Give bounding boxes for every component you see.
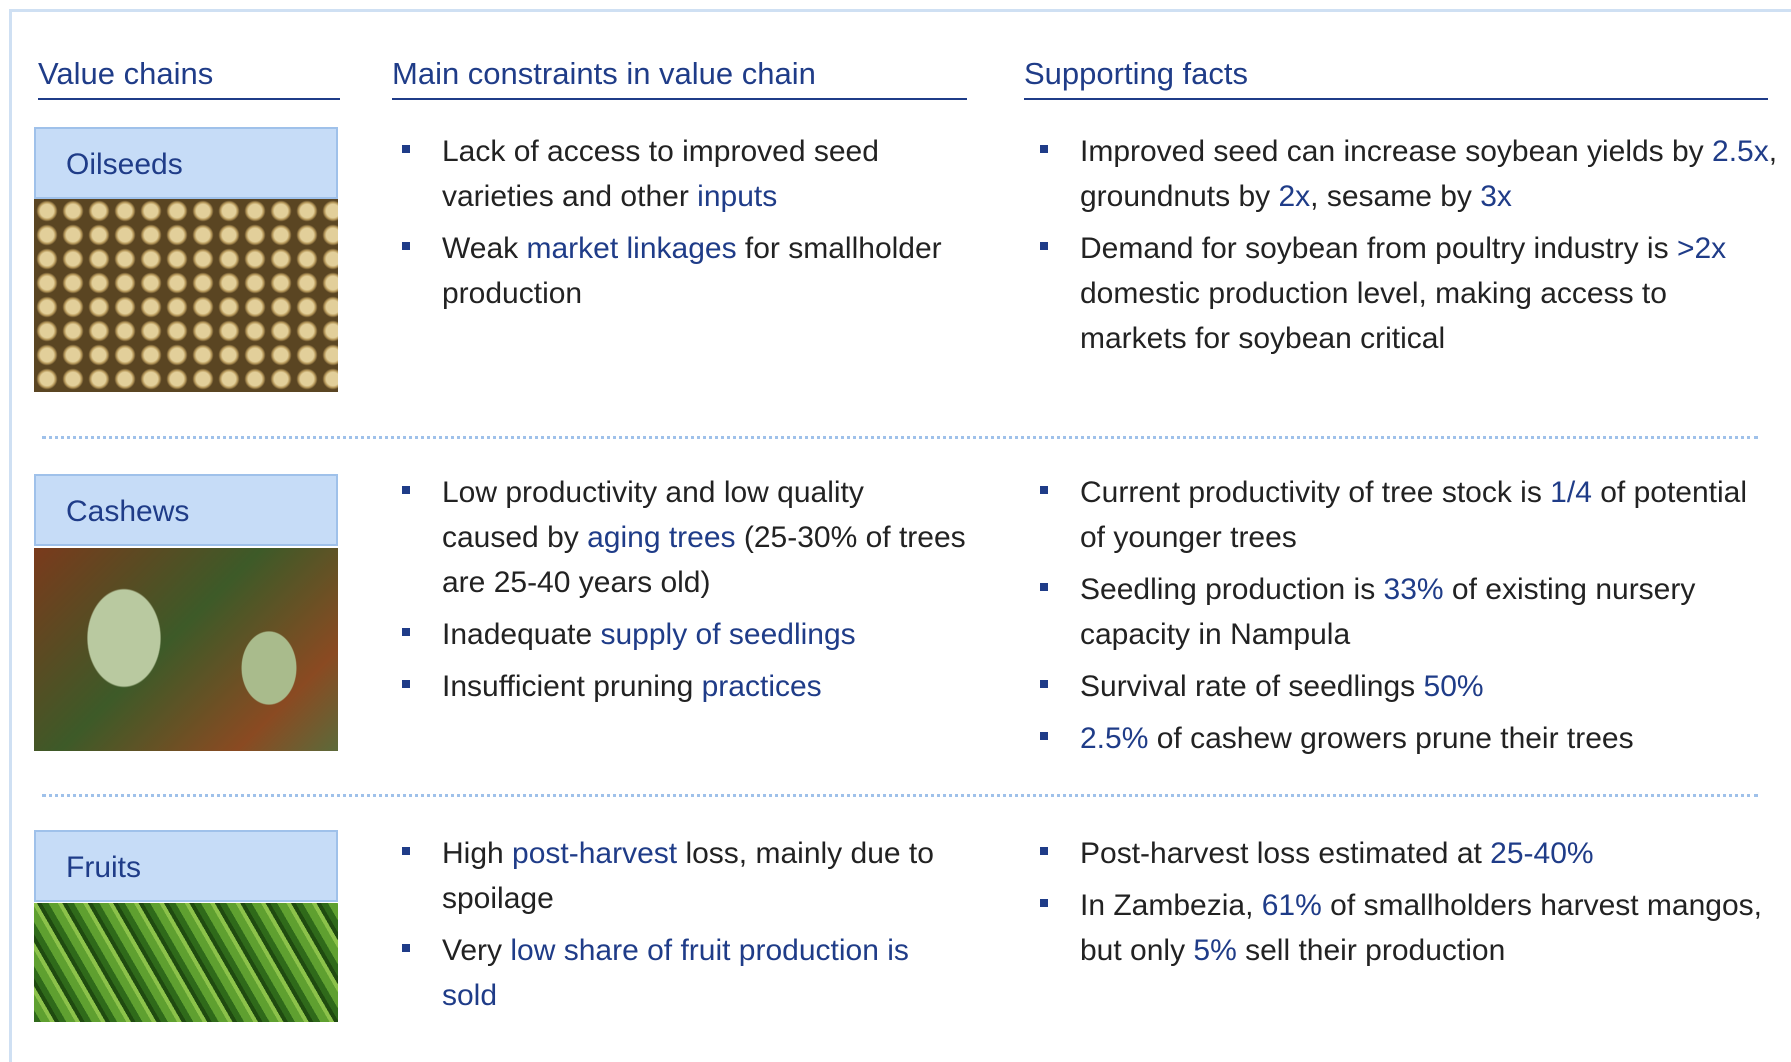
text-run: Insufficient pruning bbox=[442, 670, 702, 703]
text-run: Inadequate bbox=[442, 618, 600, 651]
text-run: Seedling production is bbox=[1080, 573, 1384, 606]
text-run: Improved seed can increase soybean yield… bbox=[1080, 135, 1712, 168]
highlight: 2.5% bbox=[1080, 722, 1148, 755]
column-header: Main constraints in value chain bbox=[392, 56, 967, 100]
photo bbox=[34, 548, 338, 751]
text-run: Lack of access to improved seed varietie… bbox=[442, 135, 879, 213]
slide: Value chains Main constraints in value c… bbox=[0, 0, 1791, 1062]
highlight: aging trees bbox=[587, 521, 735, 554]
bullet: High post-harvest loss, mainly due to sp… bbox=[402, 831, 967, 921]
text-run: domestic production level, making access… bbox=[1080, 277, 1667, 355]
text-run: Demand for soybean from poultry industry… bbox=[1080, 232, 1677, 265]
facts-list: Post-harvest loss estimated at 25-40% In … bbox=[1040, 831, 1780, 980]
text-run: High bbox=[442, 837, 512, 870]
highlight: 50% bbox=[1424, 670, 1484, 703]
highlight: 5% bbox=[1193, 934, 1236, 967]
bullet: Inadequate supply of seedlings bbox=[402, 612, 967, 657]
facts-list: Improved seed can increase soybean yield… bbox=[1040, 129, 1780, 368]
highlight: 1/4 bbox=[1550, 476, 1592, 509]
text-run: Very bbox=[442, 934, 510, 967]
highlight: 61% bbox=[1262, 889, 1322, 922]
bullet: Improved seed can increase soybean yield… bbox=[1040, 129, 1780, 219]
bullet: Seedling production is 33% of existing n… bbox=[1040, 567, 1780, 657]
constraints-list: Low productivity and low quality caused … bbox=[402, 470, 967, 716]
highlight: 33% bbox=[1384, 573, 1444, 606]
bullet: Survival rate of seedlings 50% bbox=[1040, 664, 1780, 709]
separator bbox=[42, 794, 1758, 797]
constraints-list: Lack of access to improved seed varietie… bbox=[402, 129, 967, 323]
column-header: Value chains bbox=[38, 56, 340, 100]
highlight: post-harvest bbox=[512, 837, 677, 870]
facts-list: Current productivity of tree stock is 1/… bbox=[1040, 470, 1780, 768]
highlight: >2x bbox=[1677, 232, 1726, 265]
bullet: Insufficient pruning practices bbox=[402, 664, 967, 709]
text-run: Weak bbox=[442, 232, 526, 265]
bullet: Weak market linkages for smallholder pro… bbox=[402, 226, 967, 316]
chain-label: Oilseeds bbox=[34, 127, 338, 199]
text-run: Survival rate of seedlings bbox=[1080, 670, 1424, 703]
bullet: Current productivity of tree stock is 1/… bbox=[1040, 470, 1780, 560]
text-run: of cashew growers prune their trees bbox=[1148, 722, 1633, 755]
chain-label: Fruits bbox=[34, 830, 338, 902]
highlight: 2.5x bbox=[1712, 135, 1769, 168]
text-run: In Zambezia, bbox=[1080, 889, 1262, 922]
bullet: Post-harvest loss estimated at 25-40% bbox=[1040, 831, 1780, 876]
text-run: Current productivity of tree stock is bbox=[1080, 476, 1550, 509]
highlight: market linkages bbox=[526, 232, 736, 265]
highlight: 2x bbox=[1278, 180, 1310, 213]
highlight: low share of fruit production is sold bbox=[442, 934, 909, 1012]
bullet: Lack of access to improved seed varietie… bbox=[402, 129, 967, 219]
chain-label: Cashews bbox=[34, 474, 338, 546]
bullet: Demand for soybean from poultry industry… bbox=[1040, 226, 1780, 361]
highlight: 25-40% bbox=[1490, 837, 1593, 870]
highlight: practices bbox=[702, 670, 822, 703]
column-header: Supporting facts bbox=[1024, 56, 1768, 100]
highlight: 3x bbox=[1480, 180, 1512, 213]
bullet: Low productivity and low quality caused … bbox=[402, 470, 967, 605]
bullet: In Zambezia, 61% of smallholders harvest… bbox=[1040, 883, 1780, 973]
photo bbox=[34, 199, 338, 392]
separator bbox=[42, 436, 1758, 439]
text-run: sell their production bbox=[1237, 934, 1505, 967]
highlight: supply of seedlings bbox=[600, 618, 855, 651]
constraints-list: High post-harvest loss, mainly due to sp… bbox=[402, 831, 967, 1025]
text-run: , sesame by bbox=[1310, 180, 1480, 213]
text-run: Post-harvest loss estimated at bbox=[1080, 837, 1490, 870]
bullet: Very low share of fruit production is so… bbox=[402, 928, 967, 1018]
bullet: 2.5% of cashew growers prune their trees bbox=[1040, 716, 1780, 761]
highlight: inputs bbox=[697, 180, 777, 213]
photo bbox=[34, 903, 338, 1022]
